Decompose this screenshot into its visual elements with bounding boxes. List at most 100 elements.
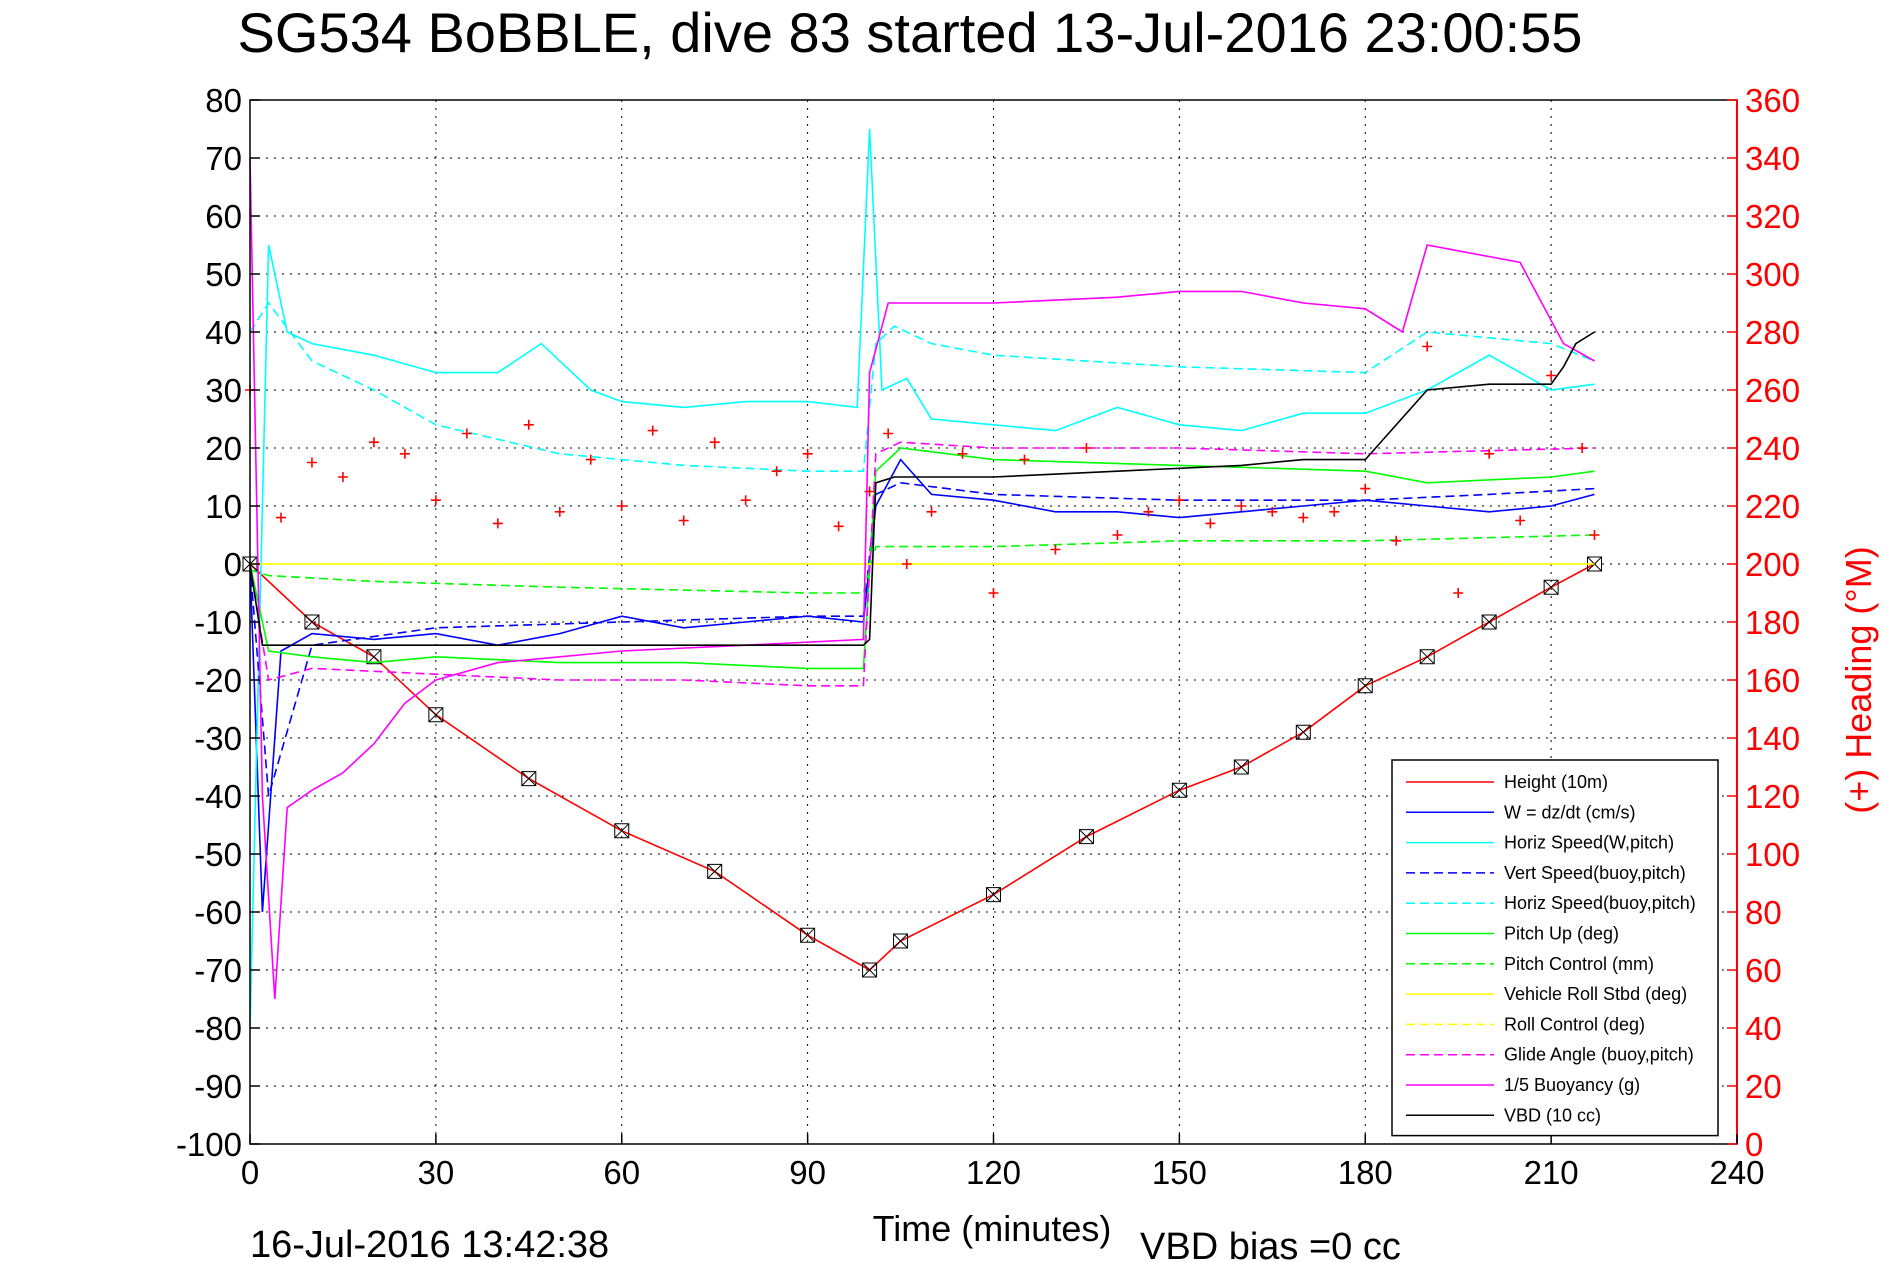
y-tick-label-right: 340 (1745, 140, 1800, 177)
y-tick-label-right: 60 (1745, 952, 1782, 989)
legend-label: VBD (10 cc) (1504, 1105, 1601, 1125)
height-marker (1233, 759, 1249, 775)
y-tick-label-right: 100 (1745, 836, 1800, 873)
heading-marker (709, 437, 720, 448)
series-vbd-10-cc (249, 331, 1595, 647)
y-tick-label-right: 280 (1745, 314, 1800, 351)
y-tick-label-right: 160 (1745, 662, 1800, 699)
series-height-10m (249, 563, 1595, 971)
heading-marker (399, 448, 410, 459)
heading-marker (1329, 506, 1340, 517)
footer-timestamp: 16-Jul-2016 13:42:38 (250, 1224, 609, 1262)
heading-marker (1484, 448, 1495, 459)
heading-marker (864, 486, 875, 497)
y-tick-label-right: 200 (1745, 546, 1800, 583)
heading-marker (1081, 443, 1092, 453)
y-tick-label-left: 40 (205, 314, 242, 351)
x-tick-label: 180 (1338, 1154, 1393, 1191)
right-axis-label: (+) Heading (°M) (1838, 546, 1879, 813)
y-tick-label-right: 0 (1745, 1126, 1763, 1163)
heading-marker (1546, 370, 1557, 381)
y-tick-label-left: 20 (205, 430, 242, 467)
heading-marker (647, 425, 658, 436)
legend-box (1391, 759, 1719, 1137)
y-tick-label-right: 360 (1745, 82, 1800, 119)
height-marker (1357, 678, 1373, 694)
legend-label: Roll Control (deg) (1504, 1014, 1645, 1034)
heading-marker (901, 559, 912, 569)
y-tick-label-left: -70 (194, 952, 242, 989)
heading-marker (678, 515, 689, 526)
legend-label: Vert Speed(buoy,pitch) (1504, 863, 1686, 883)
heading-marker (988, 588, 999, 598)
height-marker (1171, 782, 1187, 798)
heading-marker (1112, 530, 1123, 540)
y-tick-label-left: -80 (194, 1010, 242, 1047)
series-pitch-control-mm (249, 534, 1595, 594)
x-tick-label: 240 (1709, 1154, 1764, 1191)
series-w-dz-dt-cm-s (249, 458, 1595, 913)
height-marker (800, 927, 816, 943)
height-markers (242, 556, 1602, 978)
footer-vbd-bias: VBD bias =0 cc (1140, 1226, 1401, 1262)
x-tick-label: 60 (603, 1154, 640, 1191)
heading-marker (337, 472, 348, 482)
y-tick-label-left: 10 (205, 488, 242, 525)
heading-marker (1422, 341, 1433, 352)
y-tick-label-left: 0 (224, 546, 242, 583)
y-tick-label-right: 320 (1745, 198, 1800, 235)
heading-marker (771, 466, 782, 477)
heading-marker (1174, 495, 1185, 506)
y-tick-label-right: 300 (1745, 256, 1800, 293)
heading-marker (1515, 515, 1526, 526)
heading-marker (275, 512, 286, 523)
heading-marker (740, 495, 751, 506)
y-tick-label-left: 50 (205, 256, 242, 293)
x-tick-label: 150 (1152, 1154, 1207, 1191)
y-tick-label-left: -30 (194, 720, 242, 757)
height-marker (1543, 579, 1559, 595)
y-tick-label-right: 20 (1745, 1068, 1782, 1105)
heading-marker (1391, 535, 1402, 546)
legend-label: 1/5 Buoyancy (g) (1504, 1075, 1640, 1095)
x-tick-label: 210 (1524, 1154, 1579, 1191)
heading-marker (1589, 530, 1600, 540)
height-marker (1481, 614, 1497, 630)
heading-marker (1205, 518, 1216, 529)
y-tick-label-left: -10 (194, 604, 242, 641)
series-1-5-buoyancy-g (249, 157, 1595, 1000)
legend-label: W = dz/dt (cm/s) (1504, 802, 1636, 822)
heading-marker (492, 518, 503, 529)
heading-marker (585, 454, 596, 465)
heading-marker (616, 501, 627, 511)
series-heading (245, 341, 1600, 598)
legend-label: Pitch Control (mm) (1504, 954, 1654, 974)
height-marker (521, 771, 537, 787)
heading-marker (306, 457, 317, 468)
chart-title: SG534 BoBBLE, dive 83 started 13-Jul-201… (238, 1, 1583, 64)
ticks: 0 30 60 90 120 150 180 210 24080706050403020100-… (176, 82, 1800, 1191)
height-marker (1078, 829, 1094, 845)
x-tick-label: 90 (789, 1154, 826, 1191)
y-tick-label-right: 40 (1745, 1010, 1782, 1047)
heading-marker (802, 448, 813, 459)
heading-marker (461, 428, 472, 439)
heading-marker (1143, 506, 1154, 517)
height-marker (304, 614, 320, 630)
y-tick-label-left: -20 (194, 662, 242, 699)
y-tick-label-right: 120 (1745, 778, 1800, 815)
height-marker (986, 887, 1001, 903)
heading-marker (430, 495, 441, 506)
height-marker (862, 962, 878, 978)
height-marker (1419, 649, 1435, 665)
heading-marker (368, 437, 379, 448)
y-tick-label-left: 80 (205, 82, 242, 119)
y-tick-label-left: -60 (194, 894, 242, 931)
series-pitch-up-deg (249, 447, 1595, 670)
y-tick-label-left: 60 (205, 198, 242, 235)
series-horiz-speed-w-pitch (249, 128, 1595, 1029)
height-marker (1295, 724, 1311, 740)
heading-marker (1298, 512, 1309, 523)
heading-marker (1453, 588, 1464, 598)
